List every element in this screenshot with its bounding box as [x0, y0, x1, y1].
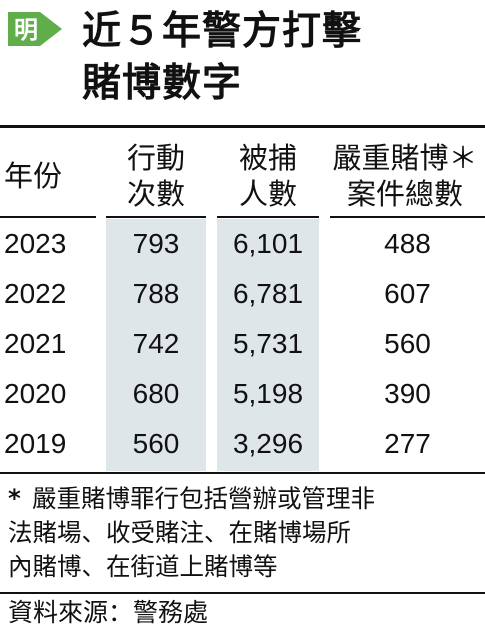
footnote-line-1: 嚴重賭博罪行包括營辦或管理非 [32, 484, 375, 513]
cell-arrested: 5,731 [232, 328, 304, 359]
page-title: 近５年警方打擊 賭博數字 [82, 6, 477, 110]
cell-year: 2022 [4, 278, 67, 309]
header-actions-line-1: 行動 [126, 141, 185, 175]
cell-arrested: 6,101 [232, 228, 304, 259]
footnote-asterisk: * [8, 484, 21, 513]
footnote-line-2: 法賭場、收受賭注、在賭博場所 [8, 518, 351, 547]
source-rule [0, 592, 485, 594]
cell-serious: 560 [384, 328, 431, 359]
footnote: * 嚴重賭博罪行包括營辦或管理非 法賭場、收受賭注、在賭博場所 內賭博、在街道上… [8, 482, 483, 584]
cell-actions: 742 [132, 328, 180, 359]
cell-arrested: 3,296 [232, 428, 304, 459]
cell-serious: 277 [384, 428, 431, 459]
cell-actions: 680 [132, 378, 180, 409]
header-arrested-line-2: 人數 [238, 177, 297, 211]
header-serious-cases: 嚴重賭博＊ 案件總數 [326, 140, 484, 212]
title-line-2: 賭博數字 [82, 61, 243, 106]
header-year: 年份 [4, 159, 63, 193]
title-line-1: 近５年警方打擊 [82, 9, 363, 54]
source-credit: 資料來源：警務處 [8, 598, 209, 627]
cell-actions: 560 [132, 428, 180, 459]
cell-serious: 607 [384, 278, 431, 309]
cell-year: 2023 [4, 228, 67, 259]
cell-serious: 390 [384, 378, 431, 409]
cell-serious: 488 [384, 228, 431, 259]
cell-arrested: 5,198 [232, 378, 304, 409]
header-actions-line-2: 次數 [126, 177, 185, 211]
footnote-line-3: 內賭博、在街道上賭博等 [8, 552, 278, 581]
actions-column-shade [106, 219, 206, 471]
header-year-underline [0, 216, 96, 218]
header-arrested-line-1: 被捕 [238, 141, 297, 175]
cell-arrested: 6,781 [232, 278, 304, 309]
newspaper-logo-icon: 明 [6, 8, 64, 50]
header-arrested-underline [217, 216, 319, 218]
table-top-rule [0, 125, 485, 128]
logo-glyph: 明 [14, 16, 38, 44]
header-actions: 行動 次數 [106, 140, 206, 212]
header-serious-underline [330, 216, 485, 218]
arrested-column-shade [217, 219, 319, 471]
header-serious-line-2: 案件總數 [346, 177, 463, 211]
header-serious-line-1: 嚴重賭博＊ [332, 141, 478, 175]
cell-actions: 788 [132, 278, 180, 309]
cell-year: 2020 [4, 378, 67, 409]
header-actions-underline [106, 216, 206, 218]
cell-year: 2019 [4, 428, 67, 459]
table-bottom-rule [0, 472, 485, 474]
cell-actions: 793 [132, 228, 180, 259]
header-arrested: 被捕 人數 [217, 140, 319, 212]
cell-year: 2021 [4, 328, 67, 359]
